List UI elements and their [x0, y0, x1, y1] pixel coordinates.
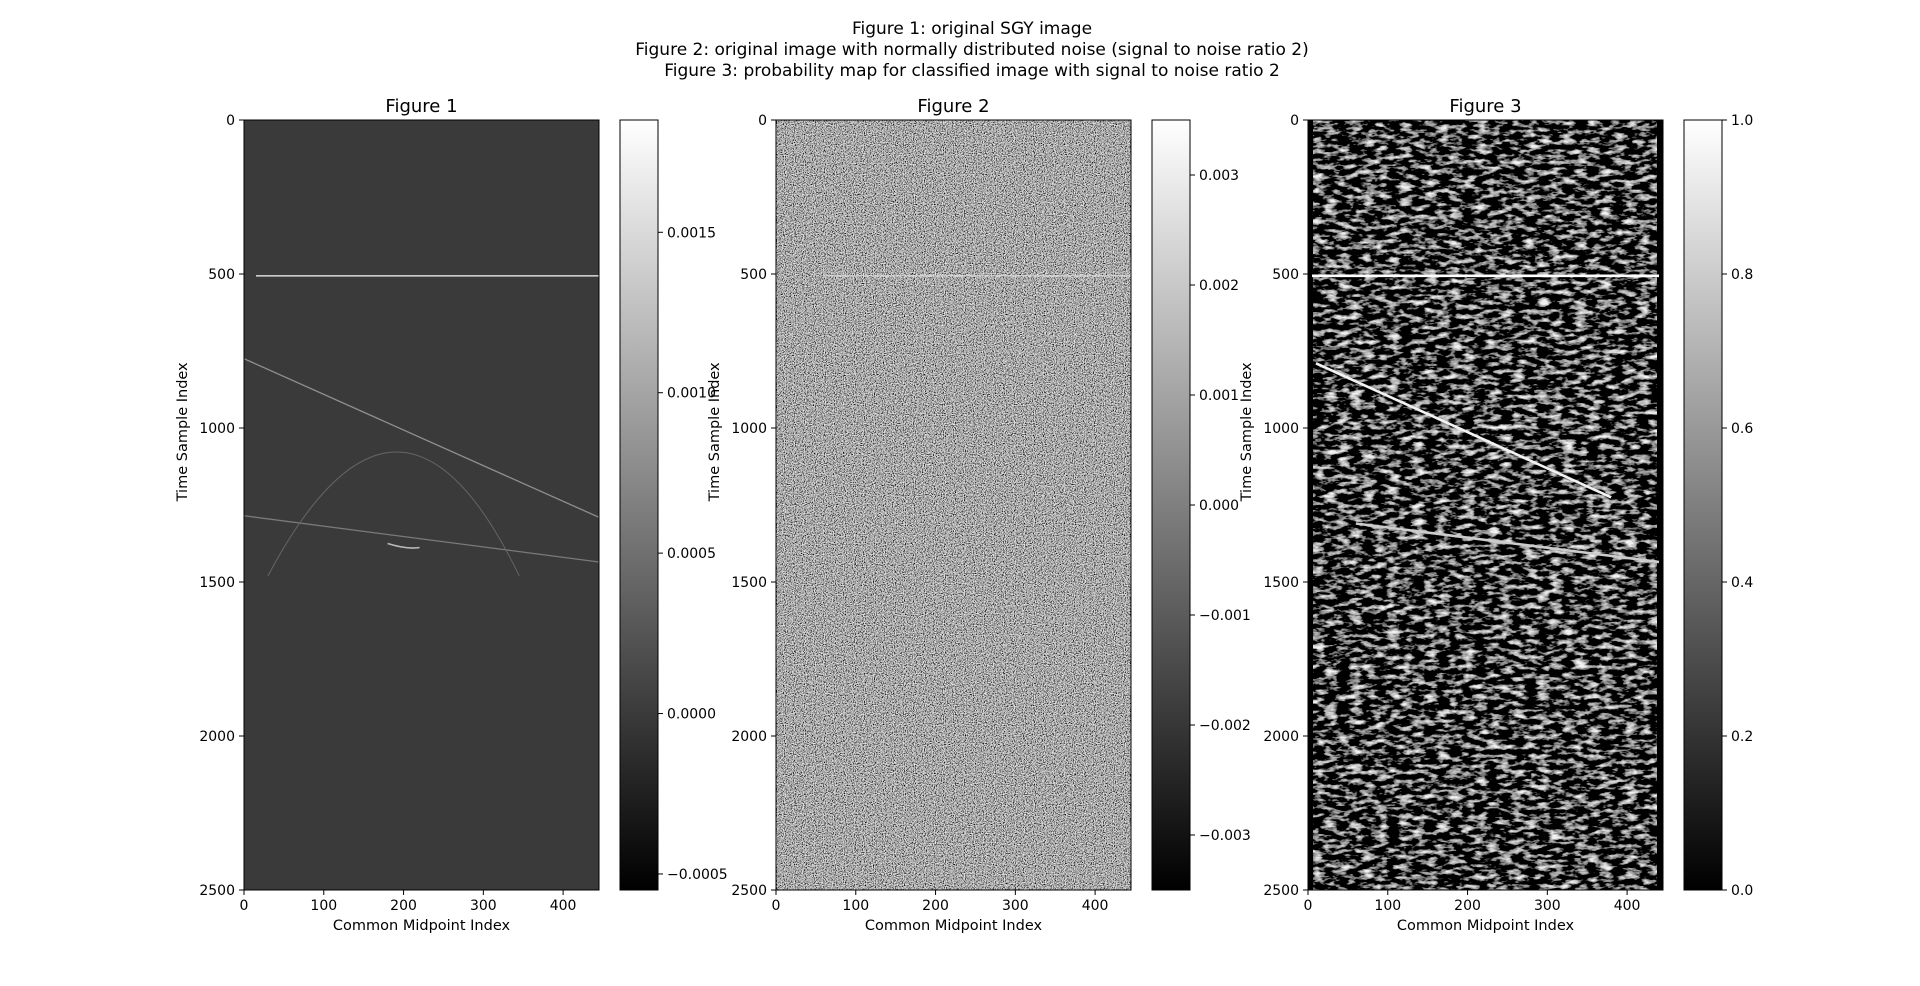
y-tick-label: 2500 — [1263, 883, 1299, 899]
plot-frame — [775, 119, 1132, 891]
y-tick-label: 1500 — [731, 575, 767, 591]
suptitle-line-1: Figure 1: original SGY image — [852, 19, 1092, 39]
colorbar-tick-label: −0.001 — [1199, 608, 1251, 624]
reflector-3 — [244, 515, 599, 563]
y-tick-label: 2500 — [731, 883, 767, 899]
noise-texture — [776, 120, 1131, 890]
y-tick-label: 0 — [1290, 113, 1299, 129]
y-axis-label: Time Sample Index — [1239, 362, 1255, 502]
x-tick-label: 200 — [1454, 898, 1481, 914]
colorbar-tick-label: 0.001 — [1199, 388, 1239, 404]
image-area-3 — [1308, 120, 1663, 890]
x-tick-label: 400 — [550, 898, 577, 914]
colorbar-tick-label: 0.0 — [1731, 883, 1753, 899]
y-tick-label: 1000 — [1263, 421, 1299, 437]
suptitle-line-3: Figure 3: probability map for classified… — [664, 61, 1280, 81]
plot-frame — [1307, 119, 1664, 891]
x-tick-label: 300 — [1002, 898, 1029, 914]
diffraction-hyperbola — [267, 451, 520, 577]
colorbar-3 — [1683, 119, 1723, 891]
x-tick-label: 200 — [390, 898, 417, 914]
x-axis-label: Common Midpoint Index — [333, 918, 511, 934]
reflector-3 — [1355, 522, 1660, 564]
colorbar-tick-label: −0.0005 — [667, 867, 728, 883]
y-tick-label: 0 — [226, 113, 235, 129]
image-area-2 — [776, 120, 1131, 890]
panel-title-3: Figure 3 — [1449, 96, 1521, 117]
panel-title-2: Figure 2 — [917, 96, 989, 117]
colorbar-tick-label: 0.0005 — [667, 546, 716, 562]
y-tick-label: 1000 — [199, 421, 235, 437]
y-tick-label: 500 — [1272, 267, 1299, 283]
y-tick-label: 2000 — [1263, 729, 1299, 745]
colorbar-tick-label: 0.6 — [1731, 421, 1753, 437]
image-background — [244, 120, 599, 890]
colorbar-tick-label: 0.0015 — [667, 225, 716, 241]
image-area-1 — [244, 120, 599, 890]
plot-frame — [243, 119, 600, 891]
y-tick-label: 2000 — [731, 729, 767, 745]
y-axis-label: Time Sample Index — [175, 362, 191, 502]
x-axis-label: Common Midpoint Index — [865, 918, 1043, 934]
reflector-2 — [1315, 362, 1612, 499]
colorbar-tick-label: 0.000 — [1199, 498, 1239, 514]
figure-2-panel: Figure 2 0 100 200 300 400 0 500 1000 1500 2000 250… — [707, 96, 1251, 934]
x-tick-label: 400 — [1614, 898, 1641, 914]
x-tick-label: 400 — [1082, 898, 1109, 914]
colorbar-tick-label: 0.0010 — [667, 386, 716, 402]
x-tick-label: 100 — [310, 898, 337, 914]
y-tick-label: 1500 — [199, 575, 235, 591]
colorbar-tick-label: 0.003 — [1199, 168, 1239, 184]
x-tick-label: 0 — [772, 898, 781, 914]
y-tick-label: 0 — [758, 113, 767, 129]
colorbar-tick-label: 0.0000 — [667, 707, 716, 723]
panel-title-1: Figure 1 — [385, 96, 457, 117]
colorbar-tick-label: −0.002 — [1199, 718, 1251, 734]
colorbar-tick-label: −0.003 — [1199, 828, 1251, 844]
colorbar-tick-label: 0.002 — [1199, 278, 1239, 294]
colorbar-2 — [1151, 119, 1191, 891]
x-tick-label: 300 — [470, 898, 497, 914]
right-edge-band — [1657, 120, 1663, 890]
figure-3-panel: Figure 3 0 100 200 300 400 0 500 1000 1500 2000 250… — [1239, 96, 1753, 934]
colorbar-tick-label: 0.2 — [1731, 729, 1753, 745]
y-axis-label: Time Sample Index — [707, 362, 723, 502]
y-tick-label: 500 — [208, 267, 235, 283]
x-tick-label: 100 — [1374, 898, 1401, 914]
y-tick-label: 1000 — [731, 421, 767, 437]
colorbar-tick-label: 0.4 — [1731, 575, 1753, 591]
colorbar-tick-label: 0.8 — [1731, 267, 1753, 283]
y-tick-label: 2000 — [199, 729, 235, 745]
y-tick-label: 2500 — [199, 883, 235, 899]
x-tick-label: 200 — [922, 898, 949, 914]
left-edge-band — [1308, 120, 1313, 890]
x-tick-label: 0 — [240, 898, 249, 914]
y-tick-label: 500 — [740, 267, 767, 283]
colorbar-tick-label: 1.0 — [1731, 113, 1753, 129]
probability-texture — [1308, 120, 1663, 890]
y-tick-label: 1500 — [1263, 575, 1299, 591]
colorbar-1 — [619, 119, 659, 891]
x-axis-label: Common Midpoint Index — [1397, 918, 1575, 934]
x-tick-label: 300 — [1534, 898, 1561, 914]
figure-1-panel: Figure 1 0 100 200 300 400 0 500 1000 1500 2000 250… — [175, 96, 728, 934]
x-tick-label: 0 — [1304, 898, 1313, 914]
suptitle-line-2: Figure 2: original image with normally d… — [635, 40, 1309, 60]
reflector-2 — [244, 358, 599, 518]
x-tick-label: 100 — [842, 898, 869, 914]
short-lens-event — [387, 542, 420, 549]
